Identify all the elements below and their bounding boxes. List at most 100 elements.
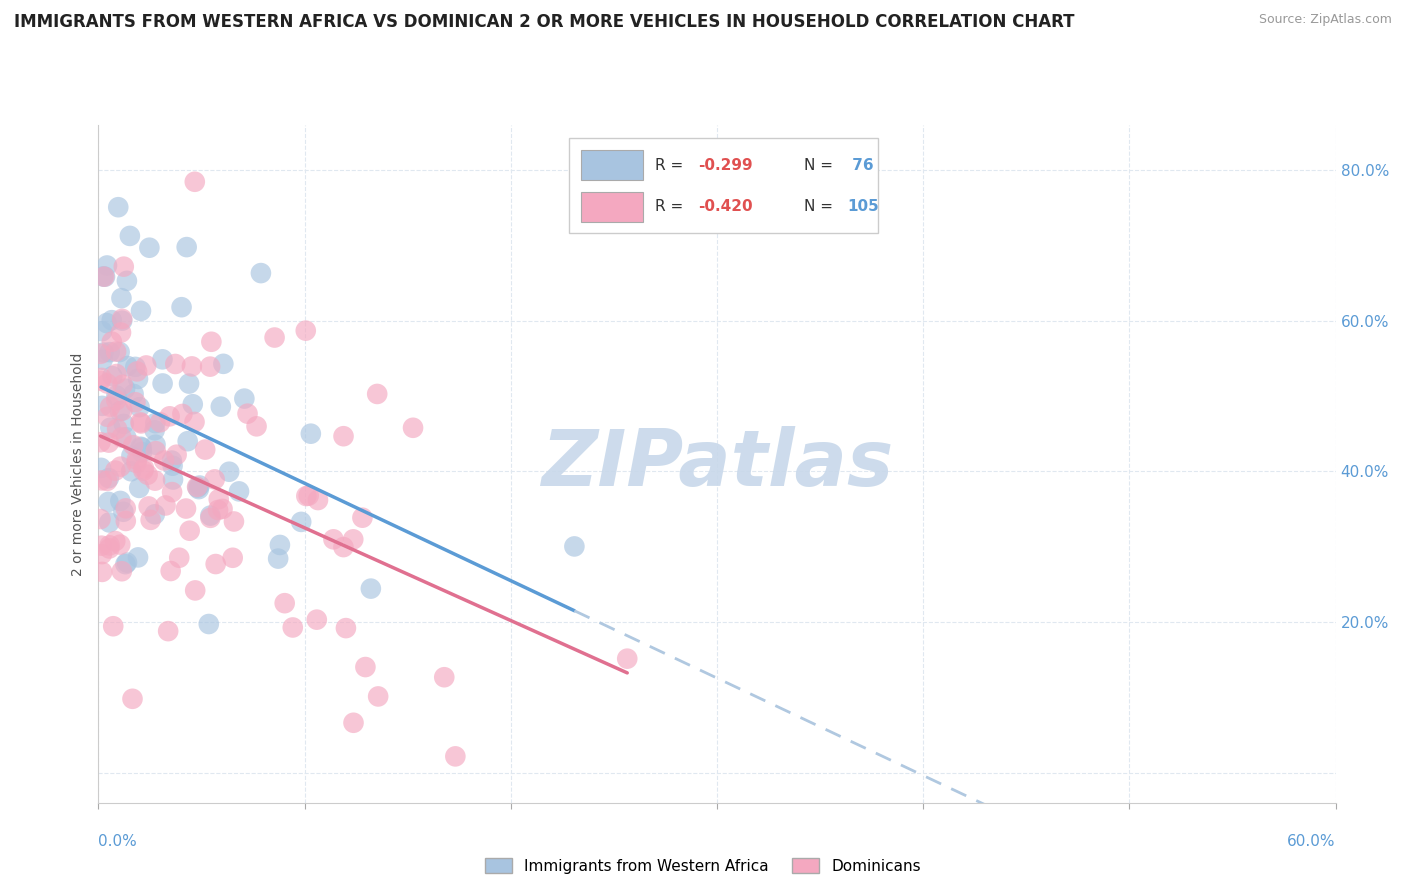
Point	[129, 417, 152, 431]
Point	[138, 500, 160, 514]
Point	[200, 334, 222, 349]
Point	[186, 480, 208, 494]
Point	[165, 357, 187, 371]
Point	[110, 459, 132, 474]
Text: -0.420: -0.420	[699, 199, 754, 214]
Point	[143, 474, 166, 488]
Point	[402, 421, 425, 435]
Point	[124, 395, 146, 409]
Point	[96, 474, 118, 488]
Point	[121, 691, 143, 706]
FancyBboxPatch shape	[581, 150, 643, 180]
Point	[97, 471, 120, 485]
Point	[187, 481, 209, 495]
Point	[98, 420, 121, 434]
Point	[218, 465, 240, 479]
Point	[322, 533, 344, 547]
Point	[91, 565, 114, 579]
Point	[114, 501, 136, 516]
Point	[96, 409, 118, 424]
Point	[616, 651, 638, 665]
Point	[120, 464, 142, 478]
Point	[128, 481, 150, 495]
Point	[273, 596, 295, 610]
Point	[166, 448, 188, 462]
Point	[342, 533, 364, 547]
Point	[91, 399, 114, 413]
Text: IMMIGRANTS FROM WESTERN AFRICA VS DOMINICAN 2 OR MORE VEHICLES IN HOUSEHOLD CORR: IMMIGRANTS FROM WESTERN AFRICA VS DOMINI…	[14, 13, 1074, 31]
Point	[143, 416, 166, 430]
Text: -0.299: -0.299	[699, 158, 754, 172]
Point	[245, 419, 267, 434]
Point	[97, 495, 120, 509]
Point	[91, 324, 114, 338]
Point	[132, 461, 155, 475]
Point	[212, 357, 235, 371]
Point	[433, 670, 456, 684]
Point	[131, 441, 153, 455]
Point	[110, 430, 132, 444]
Point	[197, 617, 219, 632]
Point	[90, 371, 112, 385]
Point	[101, 334, 124, 349]
Point	[129, 440, 152, 454]
Point	[153, 453, 176, 467]
Point	[157, 624, 180, 639]
Point	[117, 359, 139, 373]
Point	[159, 409, 181, 424]
Point	[124, 359, 146, 374]
Point	[97, 435, 120, 450]
Point	[91, 269, 114, 284]
Point	[98, 400, 121, 414]
Point	[228, 484, 250, 499]
Point	[269, 538, 291, 552]
Point	[160, 453, 183, 467]
Point	[183, 415, 205, 429]
Point	[299, 426, 322, 441]
Point	[172, 407, 194, 421]
Text: ZIPatlas: ZIPatlas	[541, 425, 893, 502]
Point	[152, 352, 174, 367]
Point	[207, 503, 229, 517]
Point	[90, 461, 112, 475]
Point	[176, 434, 198, 449]
Point	[94, 269, 117, 284]
Point	[155, 499, 177, 513]
Point	[200, 508, 222, 523]
Point	[211, 502, 233, 516]
Legend: Immigrants from Western Africa, Dominicans: Immigrants from Western Africa, Dominica…	[478, 852, 928, 880]
Point	[233, 392, 256, 406]
Point	[354, 660, 377, 674]
Point	[112, 417, 135, 431]
Point	[110, 291, 132, 305]
Point	[198, 359, 221, 374]
Point	[187, 482, 209, 496]
Point	[111, 403, 134, 417]
Point	[180, 359, 202, 374]
Point	[90, 547, 112, 561]
Y-axis label: 2 or more Vehicles in Household: 2 or more Vehicles in Household	[72, 352, 86, 575]
Text: R =: R =	[655, 158, 689, 172]
Point	[90, 474, 112, 488]
Point	[105, 422, 128, 436]
Point	[111, 377, 134, 392]
Point	[110, 326, 132, 340]
FancyBboxPatch shape	[568, 138, 877, 234]
Point	[96, 376, 118, 391]
Point	[222, 515, 245, 529]
Point	[305, 613, 328, 627]
Point	[98, 345, 121, 359]
Point	[120, 449, 142, 463]
Text: N =: N =	[804, 199, 838, 214]
Point	[209, 400, 232, 414]
Point	[200, 511, 222, 525]
Point	[174, 501, 197, 516]
Point	[167, 550, 190, 565]
Point	[145, 438, 167, 452]
Point	[149, 415, 172, 429]
Point	[332, 429, 354, 443]
Point	[335, 621, 357, 635]
Text: R =: R =	[655, 199, 689, 214]
Point	[122, 387, 145, 401]
Point	[179, 524, 201, 538]
